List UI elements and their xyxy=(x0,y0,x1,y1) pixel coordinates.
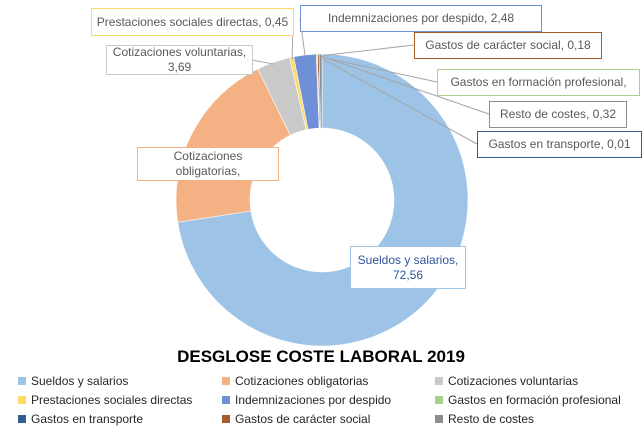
legend-label: Sueldos y salarios xyxy=(31,374,129,388)
legend-item: Cotizaciones voluntarias xyxy=(435,374,578,388)
legend-swatch xyxy=(18,415,26,423)
legend-label: Indemnizaciones por despido xyxy=(235,393,392,407)
legend-label: Cotizaciones voluntarias xyxy=(448,374,579,388)
legend-swatch xyxy=(435,396,443,404)
legend-swatch xyxy=(222,396,230,404)
data-label: Gastos en transporte, 0,01 xyxy=(477,131,642,158)
legend-swatch xyxy=(18,377,26,385)
legend-item: Gastos en formación profesional xyxy=(435,393,621,407)
legend-item: Gastos de carácter social xyxy=(222,412,370,426)
legend-swatch xyxy=(435,377,443,385)
legend-item: Indemnizaciones por despido xyxy=(222,393,391,407)
legend-label: Resto de costes xyxy=(448,412,535,426)
data-label: Gastos en formación profesional, xyxy=(437,69,640,96)
data-label: Cotizaciones obligatorias, xyxy=(137,147,279,181)
legend-item: Resto de costes xyxy=(435,412,534,426)
donut-slice xyxy=(318,53,323,129)
data-label: Indemnizaciones por despido, 2,48 xyxy=(300,5,542,32)
chart-title: DESGLOSE COSTE LABORAL 2019 xyxy=(177,347,465,366)
leader-line xyxy=(320,55,490,115)
legend-label: Cotizaciones obligatorias xyxy=(235,374,369,388)
data-label: Resto de costes, 0,32 xyxy=(489,101,627,128)
data-label: Cotizaciones voluntarias, 3,69 xyxy=(106,45,253,75)
legend-label: Gastos de carácter social xyxy=(235,412,371,426)
data-label: Gastos de carácter social, 0,18 xyxy=(414,32,602,59)
legend-item: Cotizaciones obligatorias xyxy=(222,374,368,388)
legend-label: Gastos en formación profesional xyxy=(448,393,621,407)
data-label: Sueldos y salarios, 72,56 xyxy=(350,246,466,289)
data-label: Prestaciones sociales directas, 0,45 xyxy=(91,8,294,36)
leader-line xyxy=(317,55,478,145)
legend-item: Prestaciones sociales directas xyxy=(18,393,192,407)
legend-swatch xyxy=(435,415,443,423)
legend-item: Sueldos y salarios xyxy=(18,374,128,388)
legend-swatch xyxy=(18,396,26,404)
legend-label: Gastos en transporte xyxy=(31,412,144,426)
legend-label: Prestaciones sociales directas xyxy=(31,393,193,407)
leader-line xyxy=(251,59,275,65)
leader-line xyxy=(318,44,415,57)
legend-item: Gastos en transporte xyxy=(18,412,143,426)
leader-line xyxy=(316,55,438,83)
legend-swatch xyxy=(222,377,230,385)
legend-swatch xyxy=(222,415,230,423)
